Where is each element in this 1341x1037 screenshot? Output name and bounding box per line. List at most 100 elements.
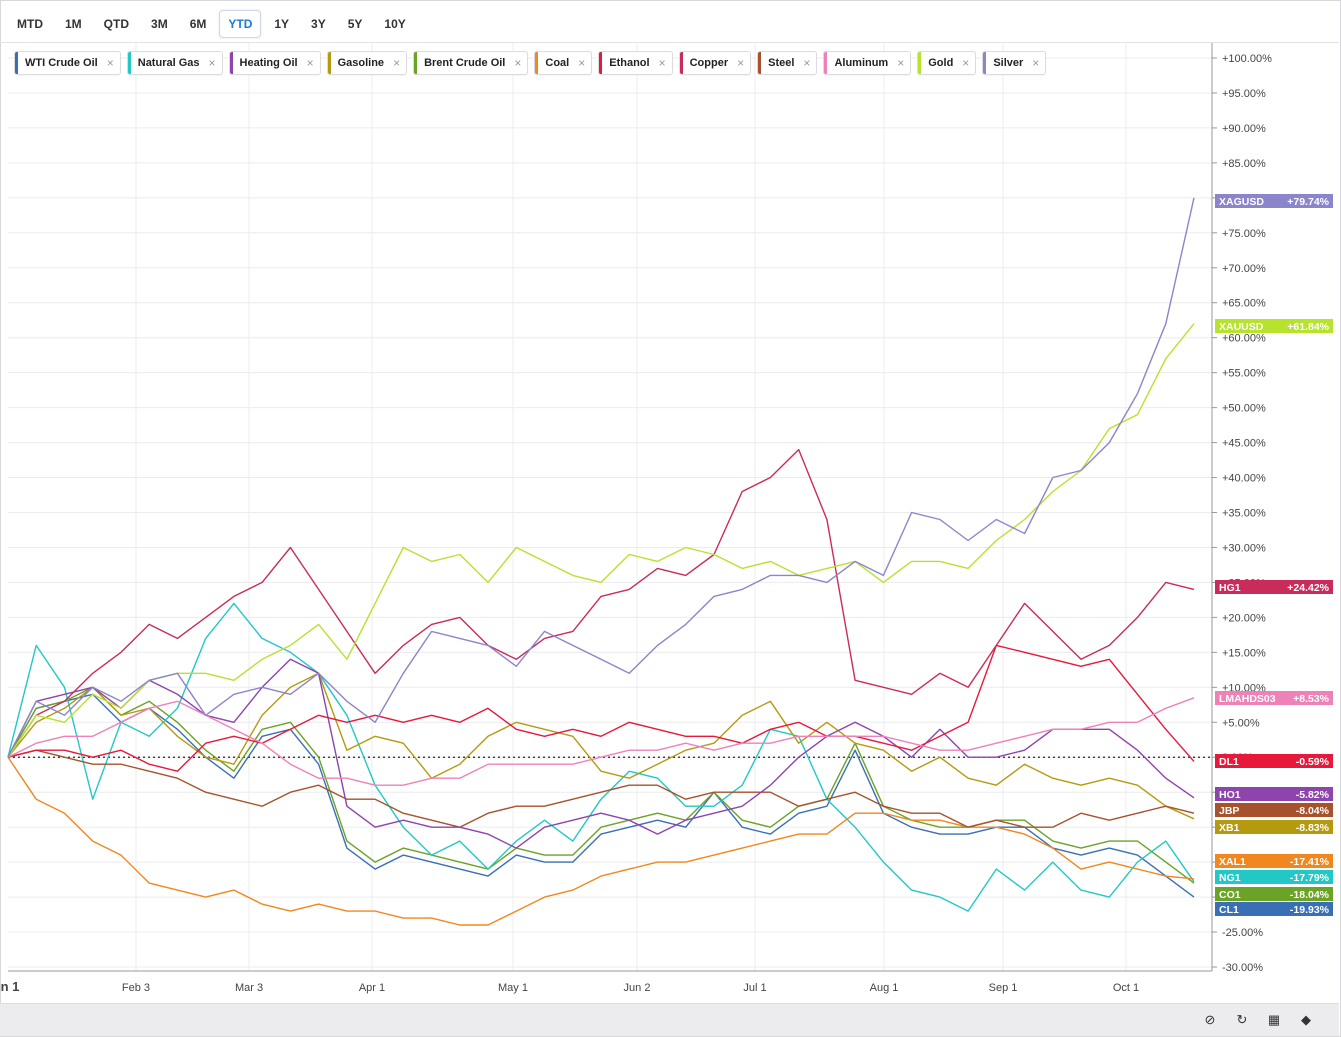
y-tick-label: +5.00% bbox=[1222, 717, 1260, 729]
value-tag bbox=[1215, 887, 1333, 901]
y-tick-label: +70.00% bbox=[1222, 263, 1266, 275]
series-line-jbp[interactable] bbox=[7, 749, 1195, 828]
value-tag bbox=[1215, 803, 1333, 817]
value-tag-value: +24.42% bbox=[1287, 582, 1329, 594]
legend-label: Gold bbox=[928, 57, 954, 69]
legend-swatch bbox=[599, 52, 603, 74]
range-button-3m[interactable]: 3M bbox=[151, 17, 168, 31]
tag-icon[interactable]: ◆ bbox=[1301, 1012, 1311, 1027]
y-tick-label: +50.00% bbox=[1222, 403, 1266, 415]
series-line-xal1[interactable] bbox=[7, 756, 1195, 926]
close-icon[interactable]: × bbox=[1032, 56, 1040, 70]
value-tag-value: -5.82% bbox=[1296, 789, 1330, 801]
series-line-xb1[interactable] bbox=[7, 672, 1195, 820]
value-tag-symbol: XB1 bbox=[1219, 822, 1240, 834]
close-icon[interactable]: × bbox=[578, 56, 586, 70]
y-tick-label: +20.00% bbox=[1222, 612, 1266, 624]
value-tag-value: -19.93% bbox=[1290, 904, 1330, 916]
value-tag-symbol: HG1 bbox=[1219, 582, 1241, 594]
value-tag bbox=[1215, 754, 1333, 768]
legend-chip[interactable]: Silver × bbox=[982, 51, 1047, 75]
close-icon[interactable]: × bbox=[803, 56, 811, 70]
value-tag-value: +79.74% bbox=[1287, 196, 1329, 208]
close-icon[interactable]: × bbox=[514, 56, 522, 70]
value-tag-symbol: XAGUSD bbox=[1219, 196, 1264, 208]
x-tick-label: Mar 3 bbox=[235, 982, 263, 994]
range-toolbar: MTD 1M QTD 3M 6M YTD 1Y 3Y 5Y 10Y bbox=[8, 10, 415, 38]
close-icon[interactable]: × bbox=[208, 56, 216, 70]
legend-label: Coal bbox=[545, 57, 570, 69]
legend-swatch bbox=[918, 52, 922, 74]
range-button-1y[interactable]: 1Y bbox=[274, 17, 290, 31]
series-line-cl1[interactable] bbox=[7, 693, 1195, 898]
value-tag bbox=[1215, 319, 1333, 333]
series-line-xauusd[interactable] bbox=[7, 323, 1195, 758]
series-line-ng1[interactable] bbox=[7, 602, 1195, 912]
close-icon[interactable]: × bbox=[306, 56, 314, 70]
close-icon[interactable]: × bbox=[897, 56, 905, 70]
legend-chip[interactable]: Gold × bbox=[917, 51, 977, 75]
x-tick-label: Apr 1 bbox=[359, 982, 385, 994]
range-button-6m[interactable]: 6M bbox=[189, 17, 207, 31]
series-line-lmahds03[interactable] bbox=[7, 697, 1195, 786]
legend-chip[interactable]: Gasoline × bbox=[326, 51, 408, 75]
range-button-1m[interactable]: 1M bbox=[65, 17, 82, 31]
close-icon[interactable]: × bbox=[393, 56, 401, 70]
legend-chip[interactable]: Steel × bbox=[757, 51, 818, 75]
series-line-co1[interactable] bbox=[7, 686, 1195, 884]
y-tick-label: +95.00% bbox=[1222, 88, 1266, 100]
y-tick-label: -30.00% bbox=[1222, 962, 1263, 974]
legend-label: Silver bbox=[993, 57, 1024, 69]
close-icon[interactable]: × bbox=[106, 56, 114, 70]
legend-label: Heating Oil bbox=[239, 57, 298, 69]
divider bbox=[0, 42, 1339, 43]
legend-chip[interactable]: Copper × bbox=[678, 51, 752, 75]
legend-label: Aluminum bbox=[834, 57, 889, 69]
range-button-3y[interactable]: 3Y bbox=[311, 17, 326, 31]
value-tag bbox=[1215, 902, 1333, 916]
legend-chip[interactable]: Aluminum × bbox=[823, 51, 912, 75]
value-tag bbox=[1215, 854, 1333, 868]
legend-chip[interactable]: WTI Crude Oil × bbox=[14, 51, 121, 75]
value-tag-value: -17.41% bbox=[1290, 856, 1330, 868]
legend-swatch bbox=[414, 52, 418, 74]
line-chart[interactable]: +100.00%+95.00%+90.00%+85.00%+80.00%+75.… bbox=[0, 43, 1339, 1003]
legend-chip[interactable]: Brent Crude Oil × bbox=[413, 51, 529, 75]
x-tick-label: Aug 1 bbox=[870, 982, 899, 994]
close-icon[interactable]: × bbox=[658, 56, 666, 70]
legend-chip[interactable]: Coal × bbox=[534, 51, 593, 75]
range-button-10y[interactable]: 10Y bbox=[384, 17, 406, 31]
value-tag-symbol: CO1 bbox=[1219, 889, 1241, 901]
refresh-icon[interactable]: ↻ bbox=[1236, 1012, 1248, 1027]
grid-icon[interactable]: ▦ bbox=[1267, 1012, 1281, 1027]
y-tick-label: -25.00% bbox=[1222, 927, 1263, 939]
series-line-hg1[interactable] bbox=[7, 448, 1195, 758]
close-icon[interactable]: × bbox=[737, 56, 745, 70]
legend-swatch bbox=[758, 52, 762, 74]
range-button-ytd[interactable]: YTD bbox=[219, 10, 262, 38]
hide-icon[interactable]: ⊘ bbox=[1204, 1012, 1216, 1027]
legend-swatch bbox=[535, 52, 539, 74]
y-tick-label: +55.00% bbox=[1222, 368, 1266, 380]
value-tag-value: -8.83% bbox=[1296, 822, 1330, 834]
legend-label: Brent Crude Oil bbox=[424, 57, 506, 69]
range-button-mtd[interactable]: MTD bbox=[17, 17, 43, 31]
y-tick-label: +100.00% bbox=[1222, 53, 1272, 65]
value-tag-symbol: NG1 bbox=[1219, 872, 1241, 884]
range-button-5y[interactable]: 5Y bbox=[347, 17, 363, 31]
legend-chip[interactable]: Ethanol × bbox=[598, 51, 673, 75]
legend-label: Steel bbox=[768, 57, 795, 69]
legend-swatch bbox=[327, 52, 331, 74]
x-tick-label: Jul 1 bbox=[743, 982, 766, 994]
legend-label: Copper bbox=[689, 57, 729, 69]
legend-chip[interactable]: Heating Oil × bbox=[228, 51, 321, 75]
value-tag bbox=[1215, 580, 1333, 594]
series-line-xagusd[interactable] bbox=[7, 197, 1195, 758]
legend-swatch bbox=[229, 52, 233, 74]
value-tag bbox=[1215, 870, 1333, 884]
x-tick-label: Sep 1 bbox=[989, 982, 1018, 994]
range-button-qtd[interactable]: QTD bbox=[103, 17, 130, 31]
legend-chip[interactable]: Natural Gas × bbox=[126, 51, 223, 75]
close-icon[interactable]: × bbox=[962, 56, 970, 70]
x-tick-label: Oct 1 bbox=[1113, 982, 1139, 994]
